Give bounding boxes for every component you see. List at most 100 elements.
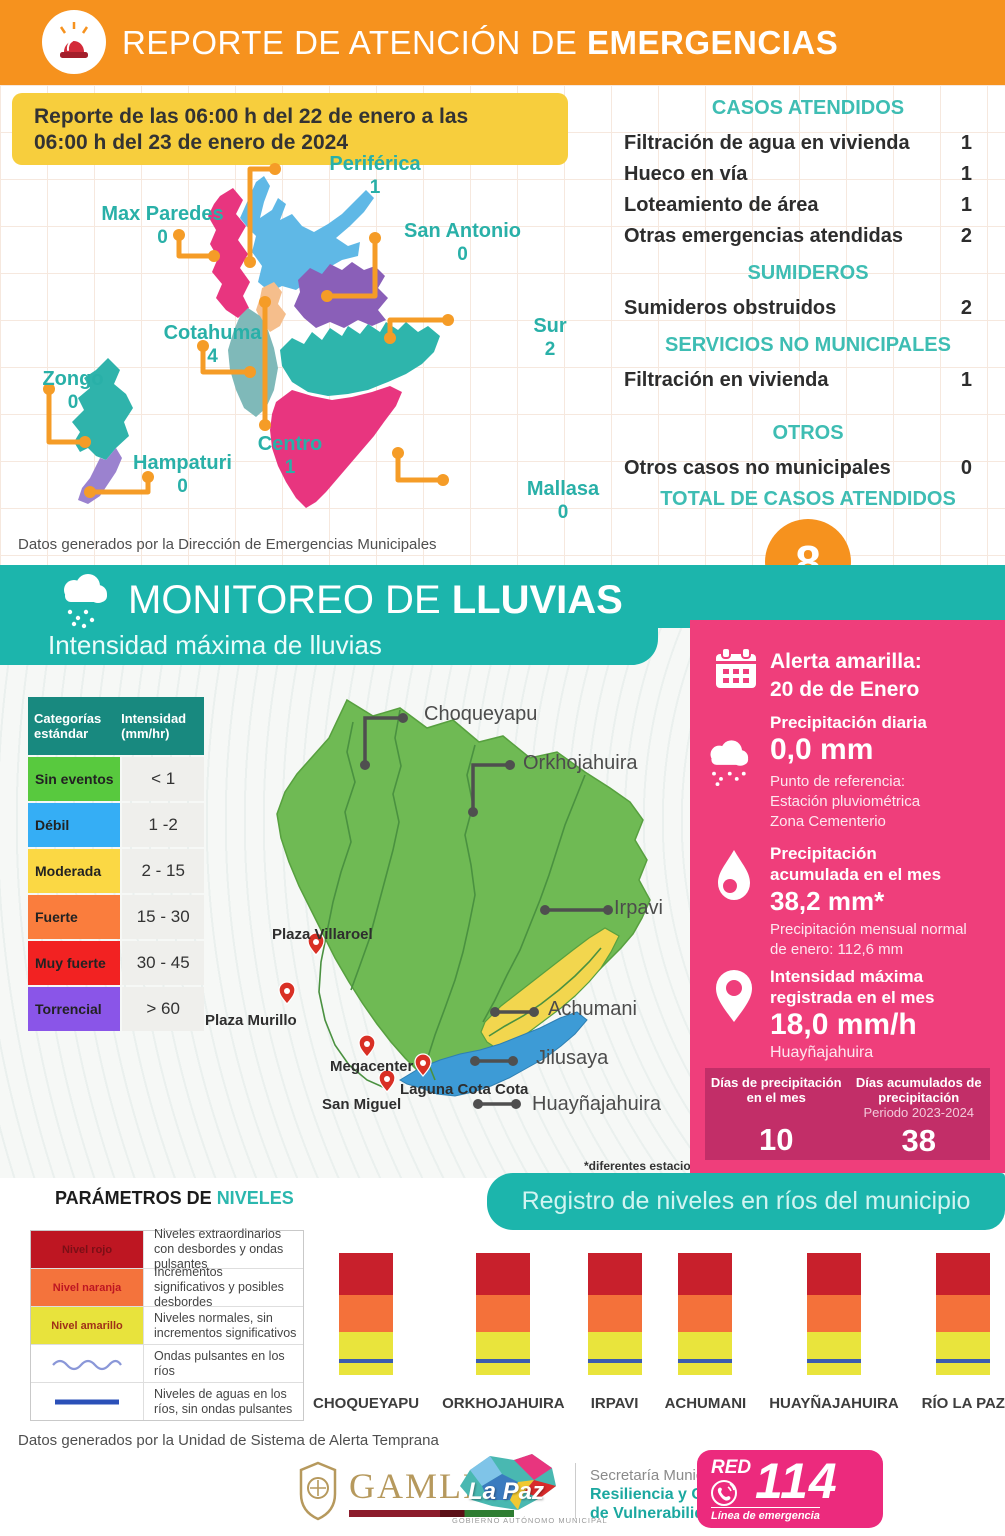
district-label-mallasa: Mallasa 0 — [526, 478, 600, 523]
district-connectors — [43, 163, 454, 498]
month-precip-value: 38,2 mm* — [770, 886, 885, 916]
basin-shape-blue — [399, 1011, 588, 1097]
heading-casos-atendidos: CASOS ATENDIDOS — [711, 97, 905, 119]
district-label-san-antonio: San Antonio 0 — [403, 220, 522, 265]
alert-title: Alerta amarilla: — [770, 650, 922, 673]
report-period-line1: Reporte de las 06:00 h del 22 de enero a… — [34, 105, 469, 128]
water-drop-icon — [718, 850, 750, 900]
basin-label-huaynajahuira: Huayñajahuira — [532, 1093, 661, 1115]
basin-label-jilusaya: Jilusaya — [536, 1047, 609, 1069]
district-shape-max-paredes — [208, 188, 250, 318]
gamlp-crest-icon — [299, 1461, 337, 1521]
pin-laguna-cota-cota — [414, 1053, 432, 1077]
river-gauge-huaynajahuira: HUAYÑAJAHUIRA — [769, 1253, 899, 1412]
basin-label-achumani: Achumani — [548, 998, 637, 1020]
pin-plaza-villaroel — [307, 932, 325, 956]
legend-chip-orange: Nivel naranja — [31, 1269, 143, 1306]
place-label-megacenter: Megacenter — [330, 1058, 414, 1075]
legend-row-yellow: Nivel amarillo Niveles normales, sin inc… — [31, 1307, 303, 1345]
phone-icon — [711, 1480, 737, 1506]
rain-band-left-panel — [0, 565, 658, 665]
red114-logo: RED 114 Línea de emergencia — [697, 1450, 883, 1528]
category-row: Muy fuerte 30 - 45 — [28, 941, 204, 985]
reference-point: Punto de referencia: Estación pluviométr… — [770, 773, 921, 830]
river-gauge-achumani: ACHUMANI — [665, 1253, 746, 1412]
place-label-plaza-villaroel: Plaza Villaroel — [272, 926, 373, 943]
header-bar: REPORTE DE ATENCIÓN DE EMERGENCIAS — [0, 0, 1005, 85]
category-row: Débil 1 -2 — [28, 803, 204, 847]
basin-label-irpavi: Irpavi — [614, 897, 663, 919]
rain-section-subtitle: Intensidad máxima de lluvias — [48, 630, 382, 660]
level-bar — [806, 1253, 861, 1375]
district-label-centro: Centro 1 — [257, 433, 323, 478]
siren-icon — [59, 22, 89, 58]
stats-column: CASOS ATENDIDOS Filtración de agua en vi… — [618, 95, 998, 605]
heading-otros: OTROS — [772, 422, 844, 444]
district-shape-mallasa — [270, 386, 402, 508]
precipitation-days-box: Días de precipitación en el mes 10 Días … — [705, 1068, 990, 1160]
month-precip-label: Precipitación acumulada en el mes — [770, 844, 942, 884]
days-accum-label: Días acumulados de precipitación — [855, 1075, 982, 1105]
level-bar — [476, 1253, 531, 1375]
lapaz-logo — [460, 1454, 556, 1510]
district-shape-periferica — [240, 176, 374, 292]
district-map — [43, 163, 454, 508]
red114-number: 114 — [755, 1453, 838, 1509]
max-intensity-label: Intensidad máxima registrada en el mes — [770, 967, 935, 1007]
basin-connectors — [360, 713, 613, 1109]
legend-chip-yellow: Nivel amarillo — [31, 1307, 143, 1344]
max-intensity-station: Huayñajahuira — [770, 1044, 874, 1061]
days-accum-value: 38 — [901, 1123, 936, 1158]
level-bar — [936, 1253, 991, 1375]
rain-section-title: MONITOREO DE LLUVIAS — [128, 578, 623, 622]
max-intensity-value: 18,0 mm/h — [770, 1008, 917, 1041]
district-label-periferica: Periférica 1 — [329, 153, 421, 198]
stations-footnote: *diferentes estaciones — [584, 1159, 712, 1173]
report-period-line2: 06:00 h del 23 de enero de 2024 — [34, 131, 348, 154]
category-row: Torrencial > 60 — [28, 987, 204, 1031]
district-label-sur: Sur 2 — [533, 315, 567, 360]
river-levels-banner: Registro de niveles en ríos del municipi… — [487, 1173, 1005, 1230]
page-title-prefix: REPORTE DE ATENCIÓN DE — [122, 24, 588, 61]
heading-servicios-no-municipales: SERVICIOS NO MUNICIPALES — [665, 334, 951, 356]
alert-date: 20 de de Enero — [770, 678, 920, 701]
river-level-bars: CHOQUEYAPU ORKHOJAHUIRA IRPAVI ACHUMANI … — [313, 1253, 1005, 1412]
calendar-icon — [716, 647, 756, 688]
stat-row: Otras emergencias atendidas 2 — [624, 225, 972, 247]
emergencies-source-note: Datos generados por la Dirección de Emer… — [18, 536, 437, 553]
daily-precip-value: 0,0 mm — [770, 733, 874, 766]
place-label-san-miguel: San Miguel — [322, 1096, 402, 1113]
wavy-line-icon — [31, 1345, 143, 1382]
river-gauge-orkhojahuira: ORKHOJAHUIRA — [442, 1253, 565, 1412]
levels-source-note: Datos generados por la Unidad de Sistema… — [18, 1432, 439, 1449]
siren-badge — [42, 10, 106, 74]
district-label-cotahuma: Cotahuma 4 — [163, 322, 262, 367]
page-title: REPORTE DE ATENCIÓN DE EMERGENCIAS — [122, 24, 838, 62]
stat-row: Hueco en vía 1 — [624, 163, 972, 185]
stat-row: Filtración de agua en vivienda 1 — [624, 132, 972, 154]
level-bar — [587, 1253, 642, 1375]
river-gauge-rio-la-paz: RÍO LA PAZ — [922, 1253, 1005, 1412]
river-gauge-choqueyapu: CHOQUEYAPU — [313, 1253, 419, 1412]
params-title: PARÁMETROS DE NIVELES — [55, 1188, 294, 1208]
watershed-map — [276, 698, 651, 1109]
district-label-hampaturi: Hampaturi 0 — [133, 452, 232, 497]
red114-subtitle: Línea de emergencia — [711, 1507, 820, 1522]
legend-row-orange: Nivel naranja Incrementos significativos… — [31, 1265, 303, 1309]
normal-precip-note: Precipitación mensual normal de enero: 1… — [770, 921, 967, 958]
legend-row-waves: Ondas pulsantes en los ríos — [31, 1345, 303, 1383]
page-title-bold: EMERGENCIAS — [587, 24, 839, 61]
river-gauge-irpavi: IRPAVI — [587, 1253, 642, 1412]
district-shape-zongo — [72, 358, 133, 460]
map-pins — [278, 932, 432, 1093]
lapaz-gov-text: GOBIERNO AUTÓNOMO MUNICIPAL — [452, 1516, 608, 1525]
gamlp-stripe — [349, 1510, 514, 1517]
footer-divider — [575, 1463, 576, 1519]
rain-cloud-icon — [64, 574, 107, 629]
district-label-zongo: Zongo 0 — [42, 368, 104, 413]
category-row: Moderada 2 - 15 — [28, 849, 204, 893]
category-row: Fuerte 15 - 30 — [28, 895, 204, 939]
days-month-label: Días de precipitación en el mes — [710, 1075, 842, 1105]
red114-red-text: RED — [711, 1457, 752, 1478]
